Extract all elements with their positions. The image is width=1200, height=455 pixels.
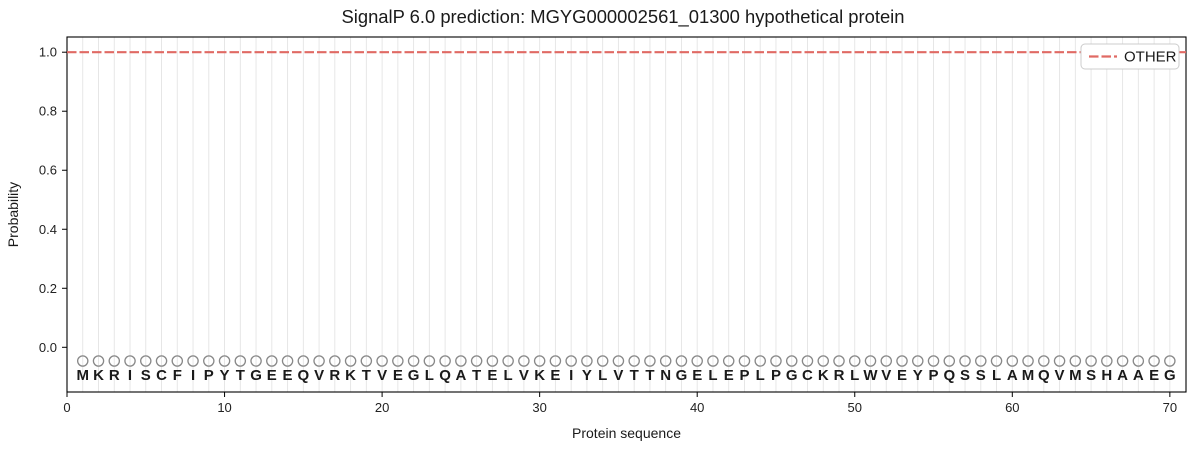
svg-text:N: N [660, 367, 671, 384]
svg-text:Q: Q [297, 367, 309, 384]
svg-text:A: A [455, 367, 466, 384]
svg-text:K: K [534, 367, 545, 384]
svg-text:G: G [250, 367, 262, 384]
svg-text:P: P [739, 367, 749, 384]
svg-text:T: T [645, 367, 654, 384]
svg-text:M: M [1022, 367, 1035, 384]
svg-text:0.0: 0.0 [39, 340, 57, 355]
svg-text:V: V [314, 367, 324, 384]
svg-text:SignalP 6.0 prediction: MGYG00: SignalP 6.0 prediction: MGYG000002561_01… [341, 6, 904, 28]
svg-text:F: F [173, 367, 182, 384]
svg-text:V: V [1055, 367, 1065, 384]
svg-text:Y: Y [913, 367, 923, 384]
svg-text:P: P [929, 367, 939, 384]
svg-text:OTHER: OTHER [1124, 49, 1177, 66]
svg-text:L: L [850, 367, 859, 384]
svg-text:Y: Y [582, 367, 592, 384]
svg-text:I: I [191, 367, 195, 384]
svg-text:60: 60 [1005, 400, 1019, 415]
svg-text:E: E [267, 367, 277, 384]
svg-text:0.2: 0.2 [39, 281, 57, 296]
svg-text:0.8: 0.8 [39, 104, 57, 119]
svg-text:T: T [236, 367, 245, 384]
svg-text:A: A [1007, 367, 1018, 384]
svg-text:S: S [1086, 367, 1096, 384]
svg-text:C: C [156, 367, 167, 384]
svg-text:K: K [93, 367, 104, 384]
svg-text:Probability: Probability [5, 182, 21, 247]
svg-text:G: G [676, 367, 688, 384]
svg-text:40: 40 [690, 400, 704, 415]
svg-text:T: T [362, 367, 371, 384]
svg-text:M: M [1069, 367, 1082, 384]
svg-text:0: 0 [63, 400, 70, 415]
svg-text:W: W [863, 367, 878, 384]
svg-text:70: 70 [1163, 400, 1177, 415]
svg-text:E: E [1149, 367, 1159, 384]
svg-text:L: L [598, 367, 607, 384]
svg-text:L: L [425, 367, 434, 384]
svg-text:G: G [1164, 367, 1176, 384]
svg-text:Y: Y [220, 367, 230, 384]
svg-text:S: S [141, 367, 151, 384]
svg-text:C: C [802, 367, 813, 384]
svg-text:E: E [487, 367, 497, 384]
svg-text:V: V [519, 367, 529, 384]
svg-text:1.0: 1.0 [39, 45, 57, 60]
svg-text:G: G [786, 367, 798, 384]
svg-text:E: E [724, 367, 734, 384]
svg-text:G: G [408, 367, 420, 384]
svg-text:L: L [756, 367, 765, 384]
svg-text:R: R [109, 367, 120, 384]
svg-text:T: T [472, 367, 481, 384]
svg-text:E: E [692, 367, 702, 384]
svg-text:0.6: 0.6 [39, 163, 57, 178]
svg-text:K: K [345, 367, 356, 384]
svg-text:V: V [377, 367, 387, 384]
svg-text:E: E [897, 367, 907, 384]
svg-text:E: E [550, 367, 560, 384]
svg-text:H: H [1101, 367, 1112, 384]
svg-text:0.4: 0.4 [39, 222, 57, 237]
svg-text:I: I [569, 367, 573, 384]
svg-text:P: P [204, 367, 214, 384]
svg-text:30: 30 [532, 400, 546, 415]
svg-text:V: V [881, 367, 891, 384]
svg-text:T: T [630, 367, 639, 384]
svg-text:E: E [393, 367, 403, 384]
svg-text:20: 20 [375, 400, 389, 415]
svg-text:S: S [976, 367, 986, 384]
svg-text:A: A [1133, 367, 1144, 384]
svg-text:L: L [504, 367, 513, 384]
svg-text:R: R [834, 367, 845, 384]
svg-text:E: E [283, 367, 293, 384]
svg-text:I: I [128, 367, 132, 384]
svg-text:P: P [771, 367, 781, 384]
svg-text:Q: Q [439, 367, 451, 384]
svg-text:10: 10 [217, 400, 231, 415]
svg-text:K: K [818, 367, 829, 384]
svg-text:R: R [329, 367, 340, 384]
svg-text:V: V [613, 367, 623, 384]
svg-text:S: S [960, 367, 970, 384]
svg-text:Q: Q [1038, 367, 1050, 384]
svg-text:A: A [1117, 367, 1128, 384]
svg-text:L: L [992, 367, 1001, 384]
svg-text:50: 50 [848, 400, 862, 415]
svg-text:M: M [77, 367, 90, 384]
svg-text:L: L [708, 367, 717, 384]
svg-text:Protein sequence: Protein sequence [572, 425, 681, 441]
svg-text:Q: Q [943, 367, 955, 384]
